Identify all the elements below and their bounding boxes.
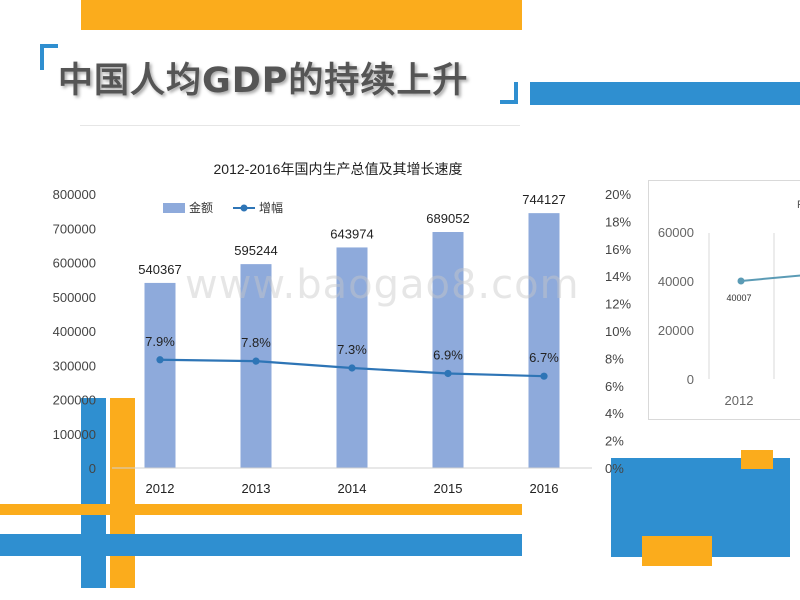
- bottom-right-orange-block: [642, 536, 712, 566]
- x-tick-label: 2016: [530, 481, 559, 496]
- y-left-tick-label: 800000: [53, 187, 96, 202]
- growth-value-label: 7.9%: [145, 334, 175, 349]
- gdp-combo-chart: 2012-2016年国内生产总值及其增长速度 0 100000 200000 30000…: [53, 161, 632, 496]
- y-left-tick-label: 0: [89, 461, 96, 476]
- bar-value-label: 643974: [330, 226, 373, 241]
- side-y-tick-label: 40000: [658, 274, 694, 289]
- side-y-tick-label: 20000: [658, 323, 694, 338]
- bar-2014: [336, 247, 368, 468]
- growth-point-2013: [252, 357, 260, 365]
- y-right-tick-label: 8%: [605, 351, 624, 366]
- top-orange-bar: [81, 0, 522, 30]
- title-bracket-top-left: [40, 44, 58, 70]
- bottom-blue-strip: [0, 534, 522, 556]
- bar-2012: [144, 282, 176, 468]
- chart-title: 2012-2016年国内生产总值及其增长速度: [214, 161, 463, 177]
- y-right-tick-label: 18%: [605, 214, 631, 229]
- growth-value-label: 6.9%: [433, 347, 463, 362]
- growth-point-2014: [348, 364, 356, 372]
- bottom-right-orange-block-small: [741, 450, 773, 469]
- side-chart-panel: 0200004000060000P4000743201220: [648, 180, 800, 420]
- y-right-tick-label: 10%: [605, 324, 631, 339]
- legend-marker-line: [240, 204, 248, 212]
- y-right-tick-label: 6%: [605, 379, 624, 394]
- y-right-tick-label: 16%: [605, 242, 631, 257]
- side-y-tick-label: 0: [687, 372, 694, 387]
- y-left-tick-label: 300000: [53, 358, 96, 373]
- legend-label-line: 增幅: [259, 200, 283, 215]
- y-left-tick-label: 400000: [53, 324, 96, 339]
- y-right-tick-label: 12%: [605, 297, 631, 312]
- bar-value-label: 540367: [138, 262, 181, 277]
- y-right-tick-label: 4%: [605, 406, 624, 421]
- x-tick-label: 2013: [242, 481, 271, 496]
- bar-2015: [432, 231, 464, 468]
- y-right-tick-label: 0%: [605, 461, 624, 476]
- side-x-tick-label: 2012: [725, 393, 754, 408]
- side-point: [737, 277, 745, 285]
- x-tick-label: 2015: [434, 481, 463, 496]
- side-title-fragment: P: [797, 199, 800, 211]
- y-left-tick-label: 700000: [53, 221, 96, 236]
- per-capita-line-chart: 0200004000060000P4000743201220: [658, 199, 800, 408]
- side-series-line: [740, 274, 800, 282]
- y-left-tick-label: 500000: [53, 290, 96, 305]
- legend-label-bar: 金额: [189, 200, 213, 215]
- left-orange-vertical-bar: [110, 398, 135, 588]
- side-point-label: 40007: [726, 293, 751, 303]
- y-left-tick-label: 100000: [53, 427, 96, 442]
- bar-2016: [528, 213, 560, 468]
- page-title: 中国人均GDP的持续上升: [58, 61, 469, 101]
- growth-point-2016: [540, 372, 548, 380]
- x-tick-label: 2012: [146, 481, 175, 496]
- y-left-tick-label: 600000: [53, 256, 96, 271]
- watermark: www.baogao8.com: [185, 262, 580, 308]
- bar-value-label: 595244: [234, 243, 277, 258]
- growth-point-2015: [444, 369, 452, 378]
- y-right-tick-label: 14%: [605, 269, 631, 284]
- growth-point-2012: [156, 356, 164, 364]
- header-blue-bar: [530, 82, 800, 105]
- title-bracket-bottom-right: [500, 82, 518, 104]
- divider-line: [80, 125, 520, 126]
- bar-value-label: 744127: [522, 192, 565, 207]
- side-y-tick-label: 60000: [658, 225, 694, 240]
- x-tick-label: 2014: [338, 481, 367, 496]
- y-left-tick-label: 200000: [53, 393, 96, 408]
- y-right-tick-label: 20%: [605, 187, 631, 202]
- bar-2013: [240, 264, 272, 468]
- left-blue-vertical-bar: [81, 398, 106, 588]
- bottom-orange-strip: [0, 504, 522, 515]
- growth-value-label: 6.7%: [529, 350, 559, 365]
- legend-swatch-bar: [163, 203, 185, 213]
- y-right-tick-label: 2%: [605, 434, 624, 449]
- growth-value-label: 7.3%: [337, 342, 367, 357]
- bar-value-label: 689052: [426, 211, 469, 226]
- growth-value-label: 7.8%: [241, 335, 271, 350]
